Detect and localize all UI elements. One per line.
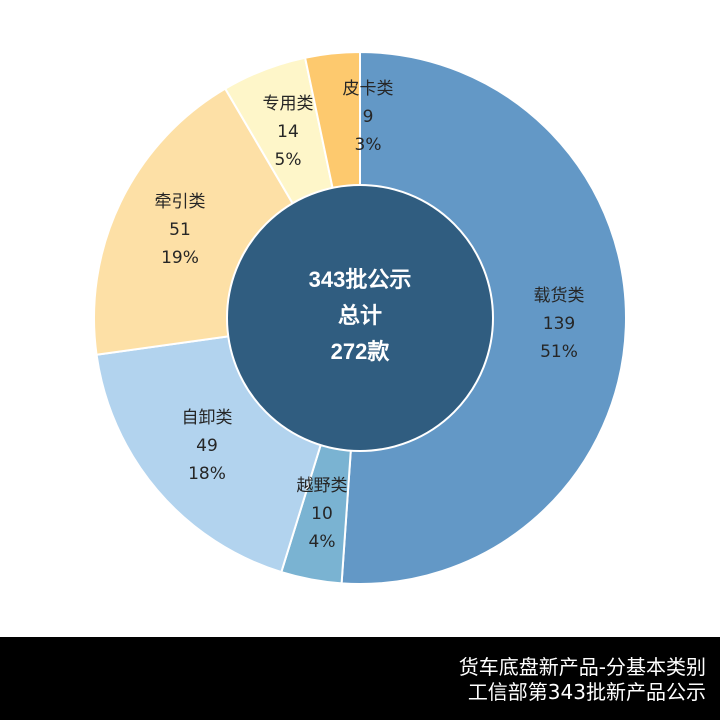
label-cargo: 载货类 139 51%	[533, 286, 585, 362]
footer-banner: 货车底盘新产品-分基本类别 工信部第343批新产品公示	[0, 637, 720, 720]
center-line-total-label: 总计	[337, 303, 382, 328]
center-summary: 343批公示 总计 272款	[260, 262, 460, 370]
label-offroad: 越野类 10 4%	[296, 476, 348, 552]
label-tractor: 牵引类 51 19%	[154, 192, 206, 268]
label-dump: 自卸类 49 18%	[181, 408, 233, 484]
donut-chart	[93, 50, 627, 585]
footer-subtitle: 工信部第343批新产品公示	[467, 680, 706, 704]
center-circle	[226, 184, 494, 452]
label-special: 专用类 14 5%	[262, 94, 314, 170]
center-line-count: 272款	[330, 339, 390, 364]
label-pickup: 皮卡类 9 3%	[342, 79, 394, 155]
center-line-batch: 343批公示	[308, 267, 412, 292]
footer-title: 货车底盘新产品-分基本类别	[458, 655, 706, 679]
